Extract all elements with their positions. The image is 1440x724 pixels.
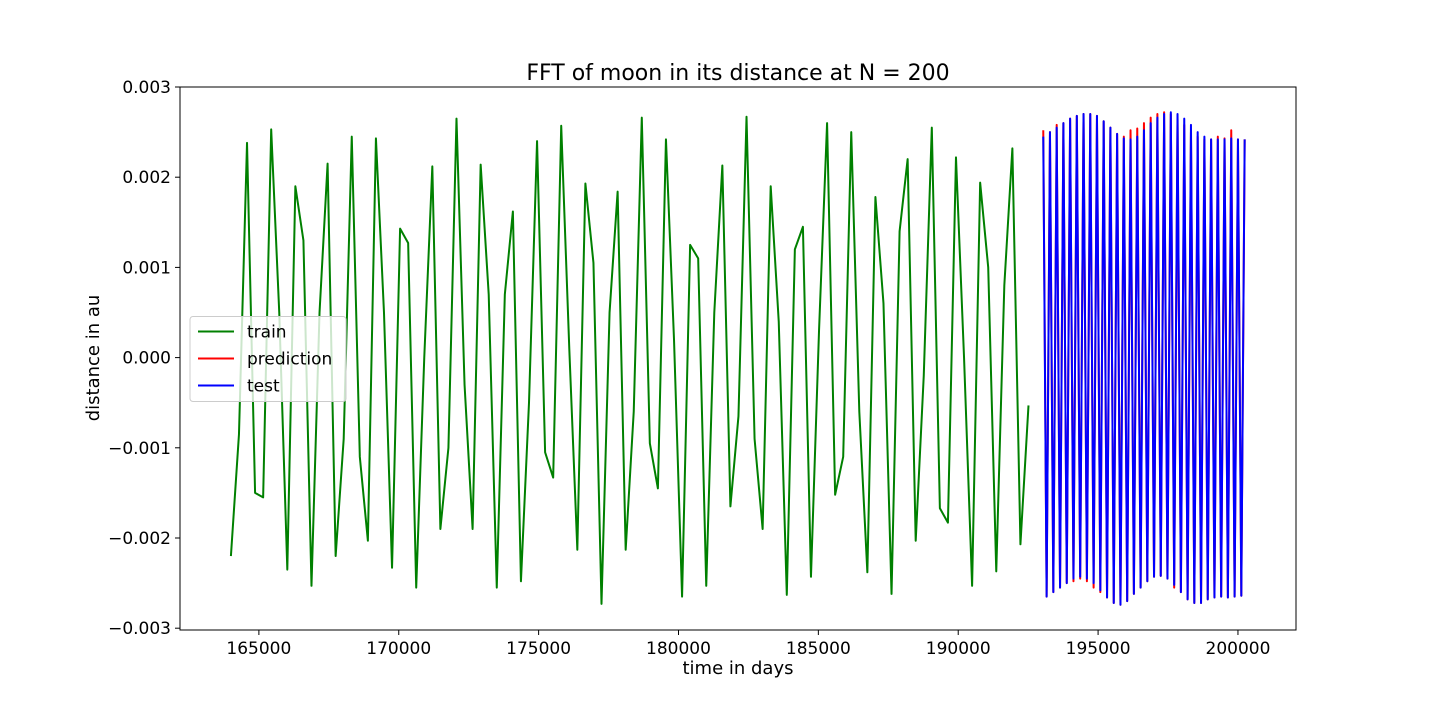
x-tick-label: 200000 — [1206, 639, 1271, 659]
x-axis-label: time in days — [682, 658, 793, 679]
legend-label: test — [247, 377, 280, 397]
legend-box — [189, 316, 347, 402]
y-tick-label: 0.003 — [122, 78, 171, 98]
series-line — [1042, 111, 1246, 606]
y-tick-label: 0.000 — [122, 349, 171, 369]
series-line — [229, 115, 1030, 605]
x-tick-label: 175000 — [506, 639, 571, 659]
y-tick-label: −0.003 — [108, 619, 171, 639]
x-tick-label: 170000 — [366, 639, 431, 659]
x-tick-label: 195000 — [1066, 639, 1131, 659]
y-tick-label: 0.002 — [122, 168, 171, 188]
legend-label: prediction — [247, 350, 332, 370]
x-tick-label: 165000 — [226, 639, 291, 659]
chart-title: FFT of moon in its distance at N = 200 — [526, 61, 949, 86]
y-tick-label: −0.002 — [108, 529, 171, 549]
x-tick-label: 180000 — [646, 639, 711, 659]
y-tick-label: 0.001 — [122, 258, 171, 278]
legend: train prediction test — [189, 316, 347, 402]
x-tick-label: 190000 — [926, 639, 991, 659]
y-tick-label: −0.001 — [108, 439, 171, 459]
x-tick-label: 185000 — [786, 639, 851, 659]
legend-label: train — [247, 323, 287, 343]
plot-frame — [179, 86, 1297, 631]
y-axis-label: distance in au — [83, 295, 104, 422]
